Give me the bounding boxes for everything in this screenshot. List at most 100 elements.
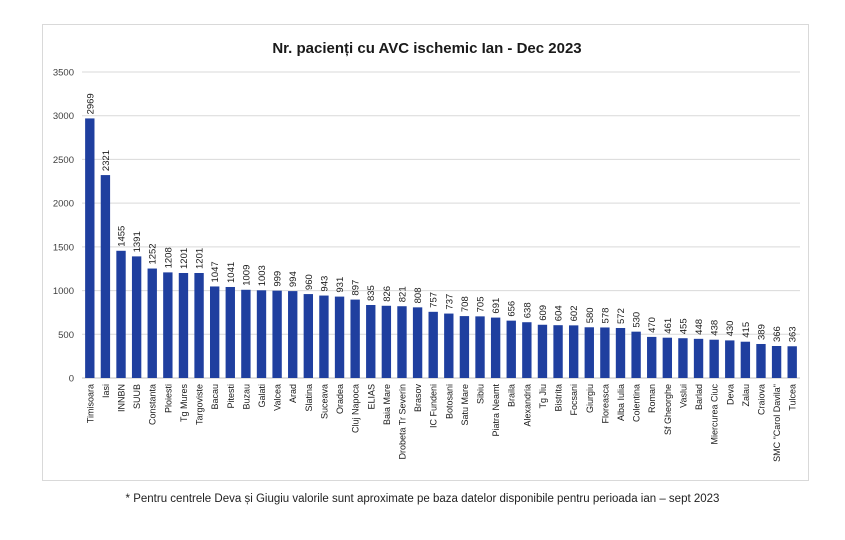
- x-tick-label: Braila: [507, 384, 517, 407]
- x-tick-label: Vaslui: [678, 384, 688, 408]
- data-label: 999: [273, 271, 284, 287]
- data-label: 578: [600, 308, 611, 324]
- x-tick-label: Piatra Neamt: [491, 384, 501, 437]
- data-label: 366: [772, 326, 783, 342]
- data-label: 1009: [241, 265, 252, 286]
- data-label: 530: [632, 312, 643, 328]
- bar: [787, 346, 797, 378]
- value-labels: 2969 2321 1455 1391 1252 1208 1201 1201 1047 1041…: [85, 93, 798, 342]
- data-label: 448: [694, 319, 705, 335]
- bar: [350, 299, 360, 378]
- bar: [412, 307, 423, 378]
- x-tick-label: Arad: [288, 384, 298, 403]
- x-tick-label: Valcea: [273, 384, 283, 411]
- x-tick-label: Roman: [647, 384, 657, 413]
- data-label: 757: [429, 292, 440, 308]
- bar-chart: Nr. pacienți cu AVC ischemic Ian - Dec 2…: [53, 40, 800, 462]
- x-tick-label: ELIAS: [366, 384, 376, 410]
- bar: [303, 294, 314, 378]
- data-label: 430: [725, 321, 736, 337]
- data-label: 638: [522, 302, 533, 318]
- bar: [256, 290, 267, 378]
- bar: [771, 346, 782, 378]
- bar: [334, 296, 345, 378]
- bar: [225, 286, 235, 378]
- bar: [568, 325, 579, 378]
- x-tick-label: Satu Mare: [460, 384, 470, 426]
- bar: [631, 331, 641, 378]
- x-tick-label: Brasov: [413, 384, 423, 413]
- data-label: 415: [741, 322, 752, 338]
- y-tick-label: 1500: [53, 242, 74, 253]
- chart-title: Nr. pacienți cu AVC ischemic Ian - Dec 2…: [272, 40, 581, 57]
- data-label: 609: [538, 305, 549, 321]
- footnote: * Pentru centrele Deva și Giugiu valoril…: [125, 493, 720, 505]
- bar: [709, 339, 719, 378]
- x-tick-label: Buzau: [241, 384, 251, 410]
- bar: [147, 268, 157, 378]
- data-label: 1041: [226, 262, 237, 283]
- x-tick-label: Iasi: [101, 384, 111, 398]
- x-tick-label: Craiova: [756, 384, 766, 415]
- x-tick-label: Constanta: [148, 384, 158, 425]
- x-tick-label: Suceava: [319, 384, 329, 419]
- x-tick-label: Floreasca: [600, 384, 610, 424]
- bar: [725, 340, 735, 378]
- x-tick-label: Baia Mare: [382, 384, 392, 425]
- x-tick-label: Alba Iulia: [616, 384, 626, 421]
- data-label: 2321: [101, 150, 112, 171]
- x-tick-label: Focsani: [569, 384, 579, 416]
- x-tick-label: Drobeta Tr Severin: [397, 384, 407, 460]
- x-tick-label: Tg Jiu: [538, 384, 548, 409]
- x-tick-label: Pitesti: [226, 384, 236, 409]
- x-tick-label: IC Fundeni: [429, 384, 439, 428]
- data-label: 931: [335, 277, 346, 293]
- bars: [85, 118, 797, 379]
- chart-frame: Nr. pacienți cu AVC ischemic Ian - Dec 2…: [42, 24, 809, 481]
- bar: [444, 313, 454, 378]
- bar: [459, 316, 470, 378]
- x-tick-label: Slatina: [304, 384, 314, 412]
- bar: [397, 306, 407, 378]
- bar: [490, 317, 501, 378]
- y-tick-label: 0: [69, 374, 74, 385]
- data-label: 2969: [85, 93, 96, 114]
- x-tick-label: Zalau: [741, 384, 751, 407]
- bar: [475, 316, 485, 378]
- data-label: 602: [569, 306, 580, 322]
- data-label: 1252: [148, 243, 159, 264]
- bar: [366, 304, 376, 378]
- data-label: 1047: [210, 261, 221, 282]
- y-tick-label: 2500: [53, 155, 74, 166]
- data-label: 1391: [132, 231, 143, 252]
- bar: [100, 175, 111, 378]
- x-tick-label: Miercurea Ciuc: [710, 384, 720, 445]
- y-tick-label: 1000: [53, 286, 74, 297]
- bar: [116, 250, 126, 378]
- x-tick-label: Alexandria: [522, 384, 532, 427]
- x-tick-label: Tulcea: [788, 384, 798, 411]
- data-label: 960: [304, 274, 315, 290]
- bar: [647, 336, 657, 378]
- x-tick-label: Sibiu: [476, 384, 486, 404]
- bar: [537, 324, 548, 378]
- bar: [600, 327, 610, 378]
- data-label: 705: [476, 297, 487, 313]
- x-tick-label: Bistrita: [554, 384, 564, 412]
- x-tick-label: Cluj Napoca: [351, 384, 361, 433]
- data-label: 691: [491, 298, 502, 314]
- data-label: 604: [554, 305, 565, 321]
- bar: [178, 272, 189, 378]
- bar: [272, 290, 282, 378]
- y-tick-label: 2000: [53, 199, 74, 210]
- bar: [553, 325, 563, 378]
- data-label: 943: [319, 276, 330, 292]
- data-label: 572: [616, 308, 627, 324]
- x-tick-label: Targoviste: [195, 384, 205, 425]
- data-label: 821: [397, 286, 408, 302]
- data-label: 389: [756, 324, 767, 340]
- x-tick-label: Galati: [257, 384, 267, 408]
- bar: [428, 311, 438, 378]
- x-tick-label: Colentina: [632, 384, 642, 422]
- data-label: 1003: [257, 265, 268, 286]
